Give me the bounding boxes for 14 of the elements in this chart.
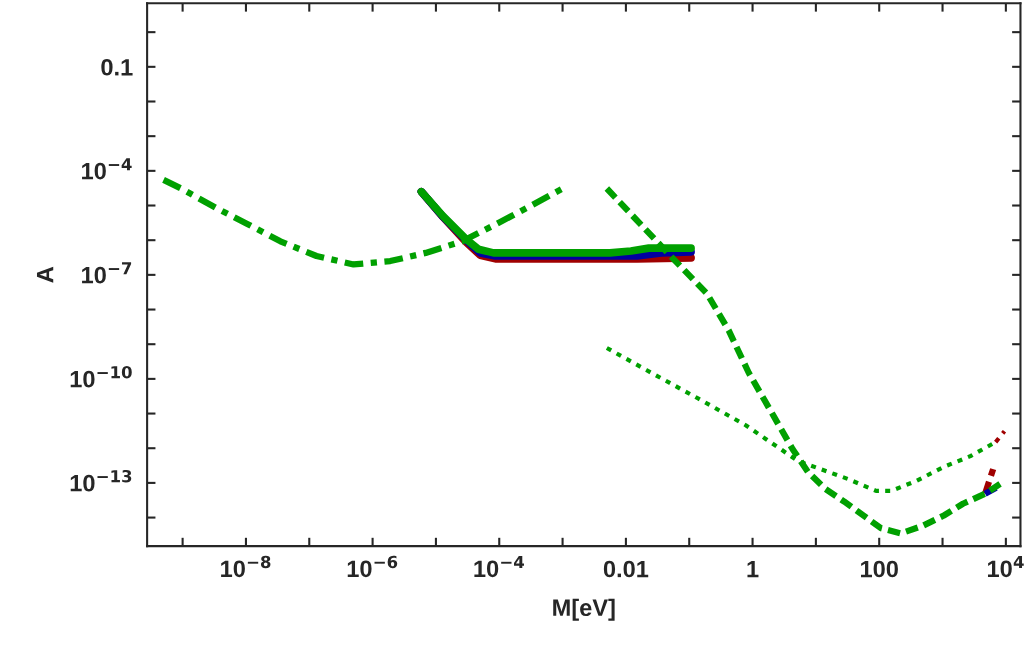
x-tick-label: 1 <box>747 560 759 578</box>
y-tick-label: 10$^{−13}$ <box>70 469 132 492</box>
x-tick-label: 100 <box>861 560 898 578</box>
x-axis-title: M[eV] <box>553 598 615 621</box>
y-tick-label: 10$^{−4}$ <box>82 158 132 180</box>
x-tick-label: 10$^{−8}$ <box>221 555 271 578</box>
x-tick-label: 10$^{4}$ <box>987 555 1024 578</box>
x-tick-label: 0.01 <box>603 560 649 578</box>
y-tick-label: 10$^{−10}$ <box>70 365 132 388</box>
x-tick-label: 10$^{−6}$ <box>347 555 398 578</box>
x-tick-label: 10$^{−4}$ <box>474 555 524 578</box>
y-tick-label: 0.1 <box>101 58 133 76</box>
y-tick-label: 10$^{−7}$ <box>82 262 132 284</box>
y-axis-title: A <box>36 266 54 283</box>
